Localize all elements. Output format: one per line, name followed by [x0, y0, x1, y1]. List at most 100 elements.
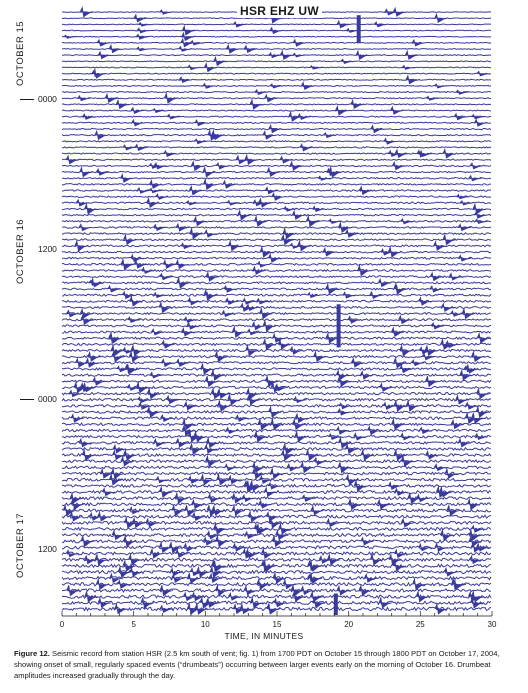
- trace-row: [61, 133, 492, 137]
- event-wavelet: [158, 485, 173, 498]
- trace-row: [61, 232, 492, 236]
- event-wavelet: [153, 437, 167, 448]
- event-wavelet: [251, 461, 266, 473]
- trace-row: [61, 115, 492, 118]
- event-wavelet: [471, 350, 485, 363]
- event-wavelet: [266, 602, 281, 615]
- event-wavelet: [69, 510, 83, 522]
- event-wavelet: [394, 487, 408, 496]
- trace-row: [61, 48, 492, 50]
- event-wavelet: [122, 346, 136, 354]
- event-wavelet: [318, 554, 333, 564]
- event-wavelet: [120, 455, 134, 467]
- event-wavelet: [430, 321, 445, 330]
- caption-label: Figure 12.: [14, 649, 50, 658]
- event-wavelet: [299, 142, 313, 152]
- day-label-oct15: OCTOBER 15: [15, 20, 26, 86]
- event-wavelet: [171, 503, 185, 517]
- event-wavelet: [159, 9, 173, 15]
- event-wavelet: [359, 370, 374, 380]
- event-wavelet: [193, 215, 207, 227]
- event-wavelet: [468, 528, 483, 542]
- trace-row: [61, 121, 492, 124]
- event-wavelet: [407, 492, 421, 505]
- trace-row: [61, 483, 492, 489]
- event-wavelet: [122, 560, 136, 572]
- event-wavelet: [292, 38, 306, 47]
- event-wavelet: [357, 263, 371, 277]
- event-wavelet: [360, 536, 374, 546]
- event-wavelet: [261, 547, 275, 560]
- event-wavelet: [308, 572, 323, 585]
- event-wavelet: [387, 245, 402, 258]
- event-wavelet: [168, 540, 183, 554]
- event-wavelet: [307, 291, 321, 299]
- event-wavelet: [468, 174, 482, 182]
- event-wavelet: [433, 83, 448, 89]
- trace-row: [61, 495, 492, 501]
- event-wavelet: [242, 297, 256, 305]
- event-wavelet: [109, 572, 123, 584]
- event-wavelet: [271, 191, 285, 201]
- event-wavelet: [203, 62, 218, 73]
- event-wavelet: [404, 49, 419, 60]
- event-wavelet: [282, 578, 297, 590]
- event-wavelet: [465, 363, 479, 374]
- event-wavelet: [326, 517, 340, 528]
- event-wavelet: [214, 350, 228, 363]
- event-wavelet: [393, 356, 407, 369]
- event-wavelet: [418, 542, 432, 552]
- event-wavelet: [190, 160, 205, 172]
- event-wavelet: [292, 417, 306, 431]
- event-wavelet: [247, 509, 262, 523]
- trace-row: [61, 311, 492, 316]
- event-wavelet: [97, 596, 112, 608]
- event-wavelet: [138, 21, 152, 27]
- event-wavelet: [434, 12, 448, 24]
- event-wavelet: [258, 499, 272, 509]
- event-wavelet: [89, 511, 103, 521]
- x-axis: 0 5 10 15 20 25 30: [60, 611, 497, 629]
- event-wavelet: [137, 395, 151, 404]
- trace-row: [61, 72, 492, 75]
- event-wavelet: [328, 218, 342, 225]
- event-wavelet: [136, 27, 151, 34]
- trace-row: [61, 91, 492, 94]
- trace-row: [61, 268, 492, 273]
- trace-row: [61, 336, 492, 340]
- event-wavelet: [391, 417, 405, 431]
- trace-row: [61, 446, 492, 452]
- x-tick-label: 0: [60, 620, 65, 629]
- trace-row: [61, 127, 492, 131]
- event-wavelet: [215, 534, 229, 548]
- trace-row: [61, 465, 492, 470]
- figure-caption: Figure 12. Seismic record from station H…: [14, 648, 514, 681]
- event-wavelet: [204, 375, 219, 388]
- event-wavelet: [191, 498, 205, 510]
- event-wavelet: [232, 20, 247, 28]
- event-wavelet: [259, 308, 273, 320]
- event-wavelet: [244, 530, 258, 539]
- event-wavelet: [471, 589, 485, 603]
- event-wavelet: [283, 205, 297, 212]
- event-wavelet: [202, 536, 217, 546]
- event-wavelet: [90, 277, 104, 288]
- event-wavelet: [400, 217, 414, 225]
- trace-row: [61, 66, 492, 69]
- trace-row: [61, 189, 492, 192]
- event-wavelet: [434, 542, 448, 553]
- event-wavelet: [433, 463, 448, 472]
- event-wavelet: [223, 284, 237, 293]
- event-wavelet: [112, 443, 127, 454]
- event-wavelet: [411, 38, 426, 47]
- event-wavelet: [68, 389, 83, 398]
- event-wavelet: [95, 167, 110, 176]
- event-wavelet: [65, 549, 80, 558]
- event-wavelet: [253, 214, 268, 227]
- event-wavelet: [425, 449, 439, 460]
- event-wavelet: [440, 302, 455, 312]
- event-wavelet: [148, 187, 163, 194]
- event-wavelet: [250, 597, 264, 609]
- trace-row: [61, 532, 492, 538]
